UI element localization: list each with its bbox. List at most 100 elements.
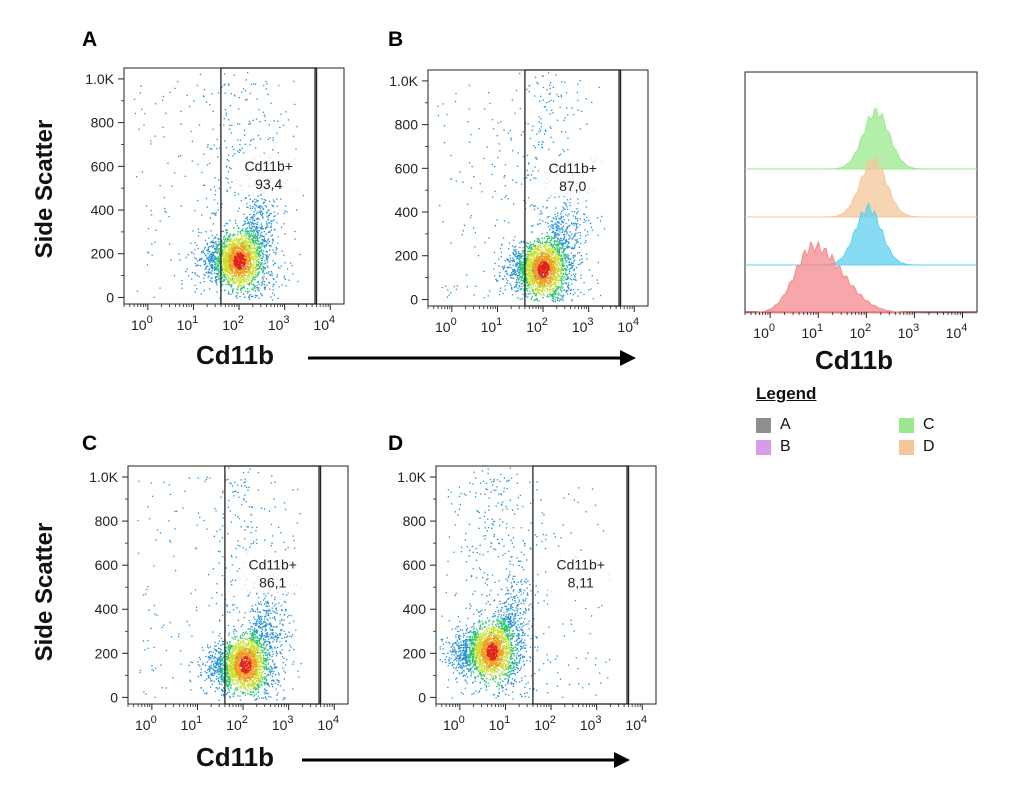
panel-a-event-dot <box>231 256 233 258</box>
panel-a-event-dot <box>243 286 245 289</box>
panel-b-event-dot <box>532 278 534 280</box>
panel-a-event-dot <box>243 277 246 279</box>
panel-a-event-dot <box>225 270 228 273</box>
panel-a-event-dot <box>216 272 219 275</box>
panel-a-event-dot <box>250 251 252 254</box>
panel-a-event-dot <box>224 266 226 268</box>
panel-a-event-dot <box>248 123 250 125</box>
panel-a-event-dot <box>214 269 216 271</box>
panel-a-event-dot <box>238 284 240 286</box>
panel-b-event-dot <box>534 294 536 296</box>
panel-a-event-dot <box>261 228 263 230</box>
panel-a-event-dot <box>186 94 188 97</box>
panel-a-event-dot <box>244 259 246 262</box>
panel-b-event-dot <box>550 262 552 265</box>
panel-b-event-dot <box>549 250 552 253</box>
panel-a-event-dot <box>237 247 239 250</box>
panel-b-event-dot <box>557 215 559 217</box>
panel-b-event-dot <box>515 181 517 184</box>
panel-b-event-dot <box>552 293 554 295</box>
panel-a-event-dot <box>267 93 269 96</box>
panel-a-event-dot <box>227 239 229 241</box>
panel-b-event-dot <box>528 270 530 272</box>
panel-a-event-dot <box>253 266 255 269</box>
panel-a-event-dot <box>251 247 254 249</box>
panel-a-event-dot <box>235 238 237 240</box>
panel-b-event-dot <box>575 224 577 226</box>
panel-a-event-dot <box>221 269 223 272</box>
panel-b-event-dot <box>557 242 559 245</box>
panel-b-event-dot <box>553 278 556 281</box>
panel-a-event-dot <box>248 263 250 265</box>
panel-a-event-dot <box>231 272 234 274</box>
panel-a-event-dot <box>252 267 254 269</box>
panel-a-event-dot <box>169 91 171 94</box>
panel-a-event-dot <box>199 265 201 267</box>
panel-a-event-dot <box>251 288 254 290</box>
panel-a-event-dot <box>230 92 233 95</box>
panel-a-event-dot <box>238 149 241 151</box>
panel-b-event-dot <box>566 278 569 280</box>
panel-b-event-dot <box>540 255 542 257</box>
panel-b-event-dot <box>554 255 556 258</box>
panel-a-event-dot <box>214 255 216 257</box>
panel-b-event-dot <box>552 247 554 249</box>
panel-a-event-dot <box>257 246 259 248</box>
panel-b-event-dot <box>528 269 531 272</box>
panel-b-event-dot <box>546 253 548 255</box>
panel-a-event-dot <box>232 249 234 251</box>
panel-a-event-dot <box>213 272 216 274</box>
panel-b-event-dot <box>538 258 541 261</box>
panel-b-event-dot <box>569 270 571 273</box>
panel-a-event-dot <box>256 200 258 203</box>
panel-b-event-dot <box>554 222 556 224</box>
panel-a-event-dot <box>247 244 249 246</box>
panel-a-event-dot <box>233 227 235 229</box>
panel-a-event-dot <box>162 126 164 129</box>
panel-a-event-dot <box>228 244 230 246</box>
panel-b-event-dot <box>527 253 529 256</box>
panel-a-event-dot <box>235 269 238 271</box>
panel-b-event-dot <box>526 290 529 292</box>
panel-a-event-dot <box>216 259 218 261</box>
panel-b-event-dot <box>560 299 562 301</box>
panel-a-event-dot <box>222 243 224 245</box>
panel-a-event-dot <box>227 259 229 261</box>
panel-b-event-dot <box>563 201 565 204</box>
panel-b-event-dot <box>560 243 562 245</box>
panel-b-event-dot <box>555 285 557 287</box>
panel-a-event-dot <box>236 272 238 274</box>
panel-a-event-dot <box>185 256 187 259</box>
panel-b-event-dot <box>567 287 570 289</box>
panel-a-event-dot <box>244 143 246 145</box>
panel-a-event-dot <box>223 279 225 281</box>
panel-a-event-dot <box>221 203 223 205</box>
panel-a-event-dot <box>244 235 246 238</box>
panel-a-event-dot <box>258 253 260 256</box>
panel-a-event-dot <box>235 295 237 298</box>
panel-a-event-dot <box>232 243 234 246</box>
panel-a-event-dot <box>260 264 262 266</box>
panel-a-event-dot <box>235 256 237 258</box>
panel-a-event-dot <box>235 274 237 277</box>
panel-a-event-dot <box>263 268 265 270</box>
panel-a-event-dot <box>265 206 268 208</box>
panel-a-event-dot <box>272 137 274 139</box>
panel-a-event-dot <box>261 251 263 254</box>
panel-a-event-dot <box>181 283 183 285</box>
panel-a-event-dot <box>208 275 210 277</box>
panel-a-event-dot <box>284 233 286 235</box>
panel-a-event-dot <box>210 267 212 269</box>
panel-a-event-dot <box>210 255 212 258</box>
panel-a-event-dot <box>212 240 214 242</box>
panel-b-event-dot <box>549 126 551 128</box>
panel-b-event-dot <box>565 257 567 259</box>
panel-b-event-dot <box>574 254 576 256</box>
panel-a-gate-value: 93,4 <box>255 176 282 192</box>
panel-a-event-dot <box>275 281 277 283</box>
panel-b-event-dot <box>524 271 527 273</box>
panel-b-event-dot <box>551 260 554 262</box>
panel-a-event-dot <box>227 283 229 285</box>
panel-a-event-dot <box>223 278 225 280</box>
